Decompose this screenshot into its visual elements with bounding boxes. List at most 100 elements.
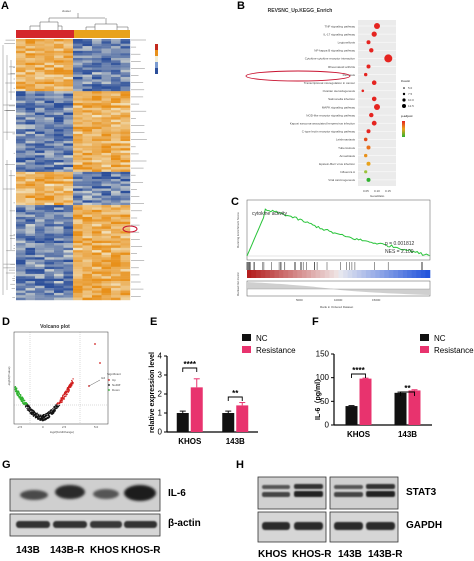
heatmap-highlight-ring <box>122 225 138 233</box>
heatmap-cell <box>92 233 102 237</box>
heatmap-cell <box>111 200 121 203</box>
heatmap-cell <box>25 160 36 163</box>
heatmap-cell <box>73 162 83 165</box>
heatmap-cell <box>54 231 64 234</box>
heatmap-cell <box>92 162 102 165</box>
heatmap-cell <box>92 216 102 220</box>
heatmap-cell <box>54 57 64 61</box>
heatmap-cell <box>101 39 112 42</box>
heatmap-cell <box>25 150 36 154</box>
heatmap-cell <box>120 190 131 194</box>
heatmap-cell <box>25 88 36 92</box>
gsea-title: cytokine activity <box>252 211 288 217</box>
heatmap-cell <box>16 164 26 168</box>
kegg-dot <box>366 129 371 134</box>
heatmap-cell <box>101 188 112 192</box>
heatmap-cell <box>16 50 26 54</box>
heatmap-cell <box>35 48 45 52</box>
blot-h-stat3-label: STAT3 <box>406 487 437 498</box>
heatmap-cell <box>120 160 131 163</box>
heatmap-cell <box>92 290 102 294</box>
heatmap-cell <box>35 231 45 234</box>
heatmap-cell <box>54 162 64 165</box>
heatmap-cell <box>44 148 55 151</box>
heatmap-cell <box>111 273 121 277</box>
heatmap-cell <box>82 262 93 265</box>
heatmap-cell <box>120 112 131 116</box>
heatmap-cell <box>82 288 93 291</box>
blot-g-lane-3: KHOS-R <box>121 545 161 556</box>
heatmap-cell <box>120 195 131 199</box>
kegg-padj-legend-title: p.adjust <box>401 114 413 118</box>
heatmap-cell <box>101 43 112 47</box>
volcano-point <box>48 414 50 417</box>
heatmap-cell <box>16 62 26 66</box>
heatmap-cell <box>44 297 55 301</box>
heatmap-cell <box>82 290 93 294</box>
heatmap-cell <box>92 269 102 272</box>
heatmap-cell <box>44 292 55 296</box>
heatmap-cell <box>35 295 45 298</box>
heatmap-group-bar-nc <box>16 30 74 38</box>
heatmap-cell <box>92 167 102 170</box>
heatmap-cell <box>54 183 64 187</box>
heatmap-cell <box>120 216 131 220</box>
heatmap-cell <box>44 276 55 279</box>
heatmap-cell <box>63 288 74 291</box>
heatmap-cell <box>111 285 121 289</box>
heatmap-cell <box>35 148 45 151</box>
heatmap-cell <box>82 91 93 94</box>
heatmap-cell <box>25 190 36 194</box>
heatmap-cell <box>101 65 112 68</box>
heatmap-cell <box>120 157 131 161</box>
heatmap-cell <box>16 188 26 192</box>
heatmap-cell <box>35 188 45 192</box>
heatmap-cell <box>16 100 26 104</box>
heatmap-row-dendrogram <box>2 39 15 298</box>
volcano-point <box>33 410 35 412</box>
heatmap-cell <box>82 281 93 284</box>
heatmap-cell <box>73 290 83 294</box>
heatmap-cell <box>35 100 45 104</box>
heatmap-cell <box>111 164 121 168</box>
blot-h-lane-0: KHOS <box>258 549 287 560</box>
volcano-point <box>62 397 64 400</box>
heatmap-cell <box>35 266 45 270</box>
legend-f-nc-swatch <box>420 334 429 341</box>
heatmap-cell <box>120 231 131 234</box>
heatmap-cell <box>92 243 102 246</box>
heatmap-cell <box>101 136 112 139</box>
gsea-rank-cell <box>265 270 271 278</box>
volcano-xlabel: log2(FoldChange) <box>50 430 74 434</box>
heatmap-cell <box>35 74 45 78</box>
heatmap-cell <box>101 186 112 189</box>
heatmap-cell <box>73 219 83 222</box>
heatmap-cell <box>92 276 102 279</box>
heatmap-cell <box>101 216 112 220</box>
volcano-point <box>72 382 74 384</box>
heatmap-cell <box>82 221 93 225</box>
heatmap-cell <box>63 155 74 158</box>
volcano-point <box>16 394 18 396</box>
heatmap-cell <box>92 69 102 73</box>
heatmap-cell <box>54 216 64 220</box>
heatmap-cell <box>63 235 74 239</box>
gsea-rank-cell <box>333 270 339 278</box>
heatmap-cell <box>92 266 102 270</box>
heatmap-cell <box>63 209 74 213</box>
heatmap-cell <box>82 131 93 135</box>
heatmap-cell <box>82 235 93 239</box>
heatmap-cell <box>73 224 83 227</box>
heatmap-cell <box>92 228 102 232</box>
heatmap-cell <box>35 183 45 187</box>
heatmap-cell <box>35 95 45 99</box>
kegg-pathway-label: Epstein-Barr virus infection <box>319 162 355 166</box>
heatmap-cell <box>44 238 55 241</box>
heatmap-cell <box>63 157 74 161</box>
heatmap-cell <box>54 178 64 182</box>
volcano-point <box>68 388 70 391</box>
heatmap-cell <box>35 193 45 196</box>
heatmap-cell <box>111 178 121 182</box>
heatmap-cell <box>92 207 102 211</box>
volcano-point <box>29 409 32 411</box>
